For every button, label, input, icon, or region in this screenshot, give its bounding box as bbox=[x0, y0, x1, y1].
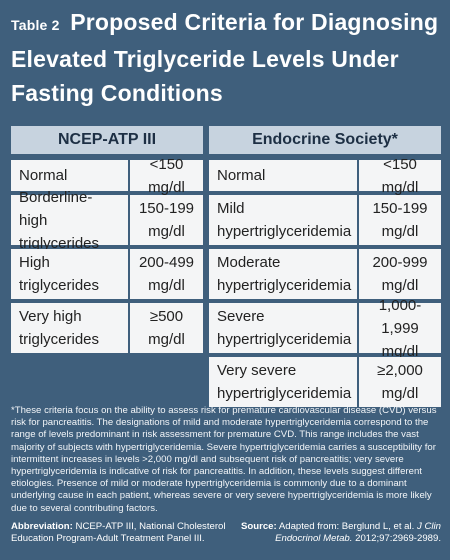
value-unit: mg/dl bbox=[148, 331, 185, 348]
criteria-value: 1,000-1,999 mg/dl bbox=[359, 297, 441, 360]
value-text: <150 mg/dl bbox=[381, 155, 419, 196]
value-text: 200-999 bbox=[372, 254, 428, 271]
label-text: hypertriglyceridemia bbox=[217, 277, 352, 294]
abbreviation-label: Abbreviation: bbox=[11, 521, 73, 532]
endocrine-header: Endocrine Society* bbox=[209, 126, 441, 156]
label-text: triglycerides bbox=[19, 234, 100, 252]
value-text: 150-199 bbox=[138, 200, 195, 217]
criteria-value: <150 mg/dl bbox=[359, 156, 441, 196]
value-text: 1,000-1,999 bbox=[378, 296, 422, 337]
value-unit: mg/dl bbox=[381, 342, 419, 360]
label-text: triglycerides bbox=[19, 277, 100, 294]
label-text: Very severe bbox=[217, 362, 297, 379]
criteria-value: 200-499 mg/dl bbox=[130, 249, 203, 299]
criteria-value: <150 mg/dl bbox=[130, 156, 203, 196]
title-line-3: Fasting Conditions bbox=[11, 80, 223, 106]
footnote: *These criteria focus on the ability to … bbox=[11, 405, 437, 514]
criteria-value: 150-199 mg/dl bbox=[130, 195, 203, 245]
source-citation: 2012;97:2969-2989. bbox=[355, 533, 441, 544]
value-text: 200-499 bbox=[138, 254, 195, 271]
abbreviation-note: Abbreviation: NCEP-ATP III, National Cho… bbox=[11, 521, 226, 545]
endocrine-table: Endocrine Society* Normal <150 mg/dl Mil… bbox=[209, 126, 441, 407]
label-text: Mild bbox=[217, 200, 245, 217]
criteria-label: High triglycerides bbox=[11, 249, 128, 299]
criteria-label: Very high triglycerides bbox=[11, 303, 128, 353]
value-unit: mg/dl bbox=[381, 277, 419, 294]
criteria-value: 200-999 mg/dl bbox=[359, 249, 441, 299]
title-line-1: Table 2 Proposed Criteria for Diagnosing bbox=[11, 5, 443, 42]
source-label: Source: bbox=[240, 521, 277, 532]
value-unit: mg/dl bbox=[148, 277, 185, 294]
table-row: Borderline-high triglycerides 150-199 mg/d… bbox=[11, 189, 203, 252]
label-text: Normal bbox=[217, 167, 266, 184]
table-row: High triglycerides 200-499 mg/dl bbox=[11, 249, 203, 299]
criteria-label: Very severe hypertriglyceridemia bbox=[209, 357, 357, 407]
criteria-label: Normal bbox=[11, 160, 128, 191]
value-text: ≥500 bbox=[149, 308, 184, 325]
value-unit: mg/dl bbox=[381, 385, 419, 402]
label-text: Borderline-high bbox=[19, 188, 93, 229]
source-note: Source: Adapted from: Berglund L, et al.… bbox=[230, 521, 441, 545]
criteria-label: Borderline-high triglycerides bbox=[11, 189, 128, 252]
table-row: Severe hypertriglyceridemia 1,000-1,999 mg… bbox=[209, 297, 441, 360]
criteria-value: ≥500 mg/dl bbox=[130, 303, 203, 353]
label-text: High bbox=[19, 254, 50, 271]
ncep-table: NCEP-ATP III Normal <150 mg/dl Borderlin… bbox=[11, 126, 203, 353]
table-title: Table 2 Proposed Criteria for Diagnosing… bbox=[11, 5, 443, 110]
table-number: Table 2 bbox=[11, 17, 60, 33]
criteria-value: ≥2,000 mg/dl bbox=[359, 357, 441, 407]
value-unit: mg/dl bbox=[148, 223, 185, 240]
criteria-label: Normal bbox=[209, 160, 357, 191]
table-row: Mild hypertriglyceridemia 150-199 mg/dl bbox=[209, 195, 441, 245]
criteria-label: Moderate hypertriglyceridemia bbox=[209, 249, 357, 299]
value-text: 150-199 bbox=[372, 200, 428, 217]
abbreviation-text: NCEP-ATP III, National Cholesterol Educa… bbox=[11, 521, 226, 544]
source-text: Adapted from: Berglund L, et al. bbox=[278, 521, 415, 532]
criteria-label: Mild hypertriglyceridemia bbox=[209, 195, 357, 245]
ncep-header: NCEP-ATP III bbox=[11, 126, 203, 156]
value-unit: mg/dl bbox=[381, 223, 419, 240]
table-row: Normal <150 mg/dl bbox=[11, 156, 203, 196]
source-journal: J Clin Endocrinol Metab. bbox=[275, 521, 441, 544]
table-row: Very high triglycerides ≥500 mg/dl bbox=[11, 303, 203, 353]
table-row: Normal <150 mg/dl bbox=[209, 156, 441, 196]
title-line-2: Elevated Triglyceride Levels Under bbox=[11, 46, 399, 72]
value-text: <150 mg/dl bbox=[148, 155, 185, 196]
table-row: Moderate hypertriglyceridemia 200-999 mg/d… bbox=[209, 249, 441, 299]
label-text: Normal bbox=[19, 167, 68, 184]
criteria-value: 150-199 mg/dl bbox=[359, 195, 441, 245]
label-text: triglycerides bbox=[19, 331, 100, 348]
label-text: hypertriglyceridemia bbox=[217, 385, 352, 402]
label-text: Moderate bbox=[217, 254, 281, 271]
label-text: hypertriglyceridemia bbox=[217, 223, 352, 240]
criteria-label: Severe hypertriglyceridemia bbox=[209, 303, 357, 353]
label-text: Severe bbox=[217, 308, 265, 325]
label-text: Very high bbox=[19, 308, 82, 325]
value-text: ≥2,000 bbox=[377, 362, 423, 379]
table-row: Very severe hypertriglyceridemia ≥2,000 mg… bbox=[209, 357, 441, 407]
label-text: hypertriglyceridemia bbox=[217, 331, 352, 348]
title-text-1: Proposed Criteria for Diagnosing bbox=[70, 9, 439, 35]
